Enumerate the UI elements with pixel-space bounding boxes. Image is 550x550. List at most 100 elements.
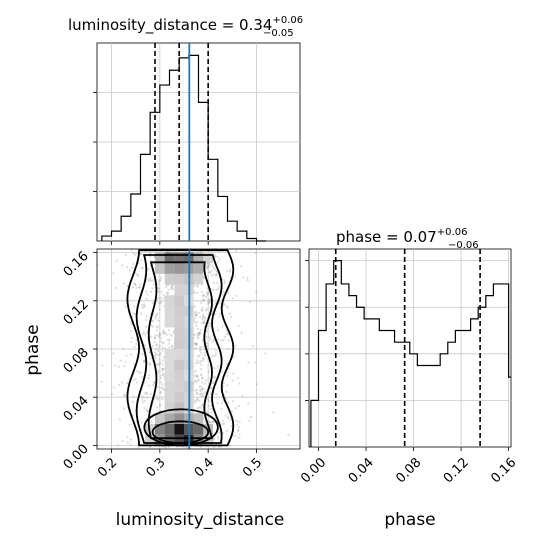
- scatter-point: [196, 285, 199, 288]
- scatter-point: [196, 374, 199, 377]
- scatter-point: [148, 384, 151, 387]
- scatter-point: [220, 339, 224, 342]
- scatter-point: [120, 381, 124, 384]
- scatter-point: [156, 386, 160, 389]
- scatter-point: [217, 285, 221, 288]
- scatter-point: [221, 370, 224, 373]
- scatter-point: [198, 333, 201, 337]
- scatter-point: [200, 309, 203, 312]
- scatter-point: [147, 268, 150, 271]
- scatter-point: [115, 259, 118, 262]
- scatter-point: [202, 298, 206, 301]
- scatter-point: [194, 380, 197, 384]
- scatter-point: [255, 383, 259, 386]
- scatter-point: [151, 287, 154, 290]
- scatter-point: [193, 342, 196, 345]
- scatter-point: [100, 380, 103, 383]
- scatter-point: [208, 322, 212, 325]
- scatter-point: [143, 399, 146, 403]
- scatter-point: [158, 280, 161, 283]
- scatter-point: [170, 345, 174, 348]
- y-axis-label-phase: phase: [23, 324, 43, 375]
- scatter-point: [193, 374, 196, 378]
- scatter-point: [238, 433, 241, 436]
- scatter-point: [171, 284, 174, 287]
- scatter-point: [212, 338, 216, 341]
- density-cell: [174, 348, 184, 360]
- scatter-point: [234, 344, 237, 347]
- scatter-point: [130, 336, 134, 340]
- scatter-point: [202, 394, 205, 397]
- density-cell: [145, 423, 155, 435]
- scatter-point: [148, 351, 151, 354]
- scatter-point: [202, 299, 205, 302]
- scatter-point: [197, 378, 200, 381]
- scatter-point: [143, 303, 146, 306]
- scatter-point: [149, 290, 153, 293]
- scatter-point: [235, 249, 238, 253]
- scatter-point: [199, 348, 202, 351]
- scatter-point: [202, 321, 205, 324]
- scatter-point: [158, 344, 161, 348]
- density-ytick-label: 0.00: [61, 442, 92, 473]
- scatter-point: [239, 265, 243, 268]
- scatter-point: [202, 357, 205, 360]
- scatter-point: [208, 265, 211, 268]
- scatter-point: [198, 349, 202, 352]
- scatter-point: [137, 446, 140, 449]
- density-cell: [174, 305, 184, 317]
- scatter-point: [200, 385, 203, 388]
- scatter-point: [153, 354, 156, 357]
- scatter-point: [161, 367, 164, 371]
- scatter-point: [218, 302, 221, 305]
- density-cell: [155, 252, 165, 264]
- density-cell: [174, 381, 184, 392]
- scatter-point: [227, 333, 230, 336]
- scatter-point: [195, 342, 198, 345]
- scatter-point: [232, 372, 235, 375]
- scatter-point: [232, 355, 236, 358]
- scatter-point: [142, 360, 145, 363]
- scatter-point: [194, 399, 197, 402]
- density-cell: [164, 316, 175, 328]
- scatter-point: [204, 420, 207, 423]
- scatter-point: [205, 335, 208, 339]
- scatter-point: [138, 286, 141, 289]
- scatter-point: [123, 393, 126, 397]
- scatter-point: [139, 252, 142, 255]
- scatter-point: [157, 296, 160, 300]
- phase-hist-yticks: [305, 260, 309, 401]
- scatter-point: [238, 421, 241, 424]
- scatter-point: [160, 386, 163, 389]
- scatter-point: [196, 379, 200, 382]
- ld-hist-yticks: [93, 92, 97, 192]
- scatter-point: [134, 312, 137, 316]
- phase-title: phase = 0.07+0.06: [336, 227, 467, 246]
- scatter-point: [153, 255, 156, 259]
- scatter-point: [225, 329, 228, 332]
- scatter-point: [196, 284, 199, 287]
- scatter-point: [196, 313, 199, 316]
- scatter-point: [200, 394, 203, 398]
- scatter-point: [141, 266, 144, 269]
- scatter-point: [161, 346, 164, 349]
- scatter-point: [139, 253, 143, 256]
- density-cell: [174, 370, 184, 382]
- scatter-point: [144, 325, 148, 328]
- scatter-point: [221, 293, 224, 296]
- scatter-point: [198, 311, 201, 314]
- scatter-point: [159, 340, 163, 343]
- scatter-point: [161, 349, 164, 352]
- panel-phase-histogram: 0.00 0.04 0.08 0.12 0.16 phase = 0.07+0.06 −…: [298, 227, 519, 530]
- scatter-point: [146, 396, 149, 400]
- scatter-point: [214, 268, 217, 271]
- scatter-point: [159, 278, 162, 282]
- scatter-point: [135, 286, 138, 289]
- scatter-point: [125, 354, 128, 357]
- phase-xtick-label: 0.16: [488, 455, 519, 486]
- scatter-point: [157, 362, 160, 366]
- scatter-point: [217, 338, 220, 341]
- scatter-point: [155, 343, 158, 347]
- scatter-point: [171, 344, 174, 347]
- phase-quantile-lines: [334, 249, 481, 447]
